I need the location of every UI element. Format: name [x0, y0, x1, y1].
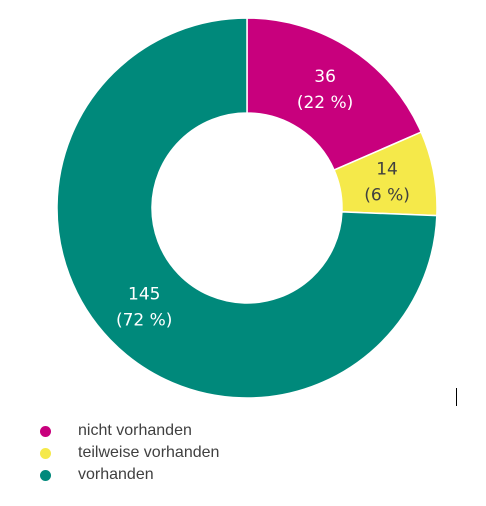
slice-percent-label: (22 %)	[297, 93, 353, 113]
text-cursor	[456, 388, 457, 406]
legend-item: teilweise vorhanden	[40, 442, 219, 464]
legend-item: nicht vorhanden	[40, 420, 219, 442]
slice-percent-label: (72 %)	[116, 311, 172, 331]
legend-label: vorhanden	[78, 466, 154, 483]
chart-legend: nicht vorhanden teilweise vorhanden vorhan…	[40, 420, 219, 486]
slice-vorhanden	[56, 17, 438, 399]
legend-marker	[40, 447, 51, 459]
legend-marker	[40, 469, 51, 481]
legend-marker	[40, 425, 51, 437]
legend-item: vorhanden	[40, 464, 219, 486]
legend-label: nicht vorhanden	[78, 422, 192, 439]
slice-value-label: 36	[314, 67, 336, 87]
legend-label: teilweise vorhanden	[78, 444, 220, 461]
slice-value-label: 145	[128, 285, 160, 305]
donut-chart: 36 (22 %) 14 (6 %) 145 (72 %)	[56, 17, 438, 399]
slice-percent-label: (6 %)	[364, 186, 410, 206]
slice-value-label: 14	[376, 160, 398, 180]
slice-nicht-vorhanden	[246, 17, 423, 172]
